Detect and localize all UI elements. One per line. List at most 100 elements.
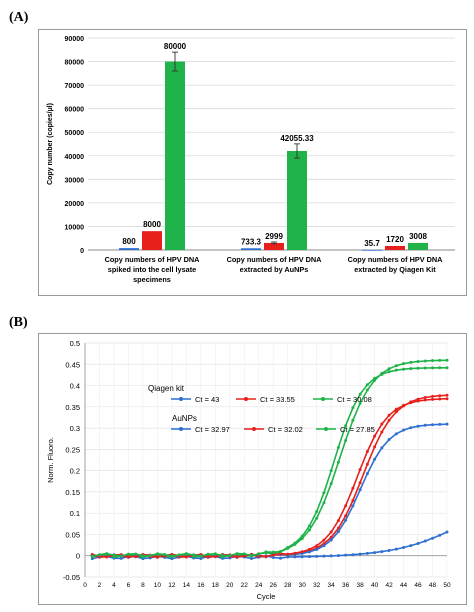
data-point bbox=[97, 553, 101, 557]
data-point bbox=[293, 555, 297, 559]
data-point bbox=[431, 423, 435, 427]
legend-entry-label: Ct = 43 bbox=[195, 395, 219, 404]
panel-a-label: (A) bbox=[9, 10, 29, 25]
data-point bbox=[365, 383, 369, 387]
y-tick-label: 0.3 bbox=[70, 424, 80, 433]
data-point bbox=[387, 548, 391, 552]
y-tick-label: 0.45 bbox=[65, 360, 80, 369]
bar-value-label: 800 bbox=[122, 237, 136, 246]
x-tick-label: 30 bbox=[299, 582, 307, 589]
bar bbox=[119, 248, 139, 250]
data-point bbox=[300, 555, 304, 559]
data-point bbox=[438, 422, 442, 426]
data-point bbox=[307, 550, 311, 554]
data-point bbox=[206, 552, 210, 556]
amplification-curve bbox=[91, 359, 448, 558]
data-point bbox=[380, 422, 384, 426]
x-category-label: specimens bbox=[133, 275, 171, 284]
y-tick-label: 0.25 bbox=[65, 445, 80, 454]
x-tick-label: 14 bbox=[183, 582, 191, 589]
data-point bbox=[329, 554, 333, 558]
legend-swatch-marker bbox=[324, 427, 328, 431]
data-point bbox=[373, 457, 377, 461]
x-tick-label: 42 bbox=[385, 582, 393, 589]
bar bbox=[362, 249, 382, 251]
x-tick-label: 24 bbox=[255, 582, 263, 589]
x-tick-label: 26 bbox=[270, 582, 278, 589]
data-point bbox=[387, 438, 391, 442]
data-point bbox=[300, 550, 304, 554]
data-point bbox=[394, 432, 398, 436]
data-point bbox=[336, 460, 340, 464]
data-point bbox=[322, 538, 326, 542]
data-point bbox=[394, 410, 398, 414]
data-point bbox=[264, 550, 268, 554]
data-point bbox=[387, 367, 391, 371]
data-point bbox=[373, 445, 377, 449]
data-point bbox=[394, 407, 398, 411]
data-point bbox=[409, 367, 413, 371]
data-point bbox=[257, 552, 261, 556]
y-tick-label: 0.5 bbox=[70, 339, 80, 348]
data-point bbox=[380, 550, 384, 554]
data-point bbox=[431, 366, 435, 370]
data-point bbox=[322, 544, 326, 548]
data-point bbox=[293, 541, 297, 545]
data-point bbox=[358, 488, 362, 492]
data-point bbox=[431, 359, 435, 363]
data-point bbox=[344, 518, 348, 522]
data-point bbox=[307, 555, 311, 559]
y-tick-label: 0.2 bbox=[70, 467, 80, 476]
data-point bbox=[394, 364, 398, 368]
x-tick-label: 32 bbox=[313, 582, 321, 589]
x-category-label: Copy numbers of HPV DNA bbox=[105, 255, 201, 264]
y-tick-label: 80000 bbox=[65, 60, 85, 67]
data-point bbox=[286, 546, 290, 550]
data-point bbox=[380, 430, 384, 434]
data-point bbox=[315, 516, 319, 520]
data-point bbox=[119, 556, 123, 560]
x-tick-label: 50 bbox=[443, 582, 451, 589]
bar bbox=[264, 242, 284, 250]
legend-swatch-marker bbox=[321, 397, 325, 401]
amplification-curve bbox=[92, 397, 448, 558]
data-point bbox=[90, 554, 94, 558]
data-point bbox=[307, 547, 311, 551]
data-point bbox=[431, 536, 435, 540]
data-point bbox=[235, 552, 239, 556]
data-point bbox=[365, 462, 369, 466]
legend-entry-label: Ct = 30.08 bbox=[337, 395, 372, 404]
x-tick-label: 22 bbox=[241, 582, 249, 589]
data-point bbox=[445, 393, 449, 397]
data-point bbox=[329, 482, 333, 486]
data-point bbox=[315, 510, 319, 514]
data-point bbox=[373, 551, 377, 555]
y-tick-label: 0.05 bbox=[65, 530, 80, 539]
data-point bbox=[344, 553, 348, 557]
x-tick-label: 20 bbox=[226, 582, 234, 589]
x-tick-label: 0 bbox=[83, 582, 87, 589]
x-category-label: extracted by AuNPs bbox=[240, 265, 309, 274]
data-point bbox=[119, 554, 123, 558]
x-tick-label: 28 bbox=[284, 582, 292, 589]
data-point bbox=[271, 550, 275, 554]
legend-group-title: Qiagen kit bbox=[148, 384, 185, 393]
data-point bbox=[387, 418, 391, 422]
data-point bbox=[141, 554, 145, 558]
data-point bbox=[278, 556, 282, 560]
data-point bbox=[134, 552, 138, 556]
legend-entry-label: Ct = 27.85 bbox=[340, 425, 375, 434]
x-category-label: extracted by Qiagen Kit bbox=[354, 265, 436, 274]
data-point bbox=[416, 399, 420, 403]
data-point bbox=[380, 372, 384, 376]
data-point bbox=[387, 370, 391, 374]
data-point bbox=[387, 413, 391, 417]
data-point bbox=[358, 467, 362, 471]
data-point bbox=[250, 553, 254, 557]
data-point bbox=[423, 396, 427, 400]
legend-swatch-marker bbox=[179, 427, 183, 431]
legend-swatch-marker bbox=[252, 427, 256, 431]
y-tick-label: 0 bbox=[80, 248, 84, 255]
x-tick-label: 18 bbox=[212, 582, 220, 589]
bar bbox=[408, 242, 428, 250]
